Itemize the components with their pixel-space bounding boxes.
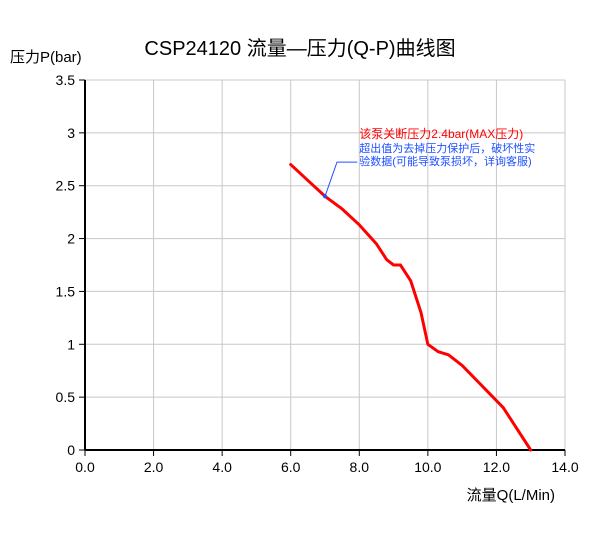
x-tick: 10.0 xyxy=(414,459,441,475)
x-tick: 2.0 xyxy=(144,459,164,475)
y-tick: 2.5 xyxy=(56,178,76,194)
y-tick: 1 xyxy=(67,336,75,352)
annotation-max-pressure: 该泵关断压力2.4bar(MAX压力) xyxy=(359,126,523,141)
x-tick: 0.0 xyxy=(75,459,95,475)
x-tick: 14.0 xyxy=(551,459,578,475)
annotation-note-line1: 超出值为去掉压力保护后，破坏性实 xyxy=(359,141,535,155)
y-tick: 3.5 xyxy=(56,72,76,88)
annotation-note-line2: 验数据(可能导致泵损坏，详询客服) xyxy=(359,154,531,168)
y-tick: 0 xyxy=(67,442,75,458)
y-axis-label: 压力P(bar) xyxy=(10,49,82,66)
x-tick: 4.0 xyxy=(212,459,232,475)
y-tick: 2 xyxy=(67,231,75,247)
qp-curve-chart: 0.0 2.0 4.0 6.0 8.0 10.0 12.0 14.0 0 0.5 1 1.5 2 2.5 3… xyxy=(0,0,600,538)
x-tick: 12.0 xyxy=(483,459,510,475)
chart-title: CSP24120 流量—压力(Q-P)曲线图 xyxy=(144,37,455,60)
x-tick: 8.0 xyxy=(350,459,370,475)
chart-svg: 0.0 2.0 4.0 6.0 8.0 10.0 12.0 14.0 0 0.5 1 1.5 2 2.5 3… xyxy=(0,0,600,538)
y-tick: 1.5 xyxy=(56,283,76,299)
y-tick: 3 xyxy=(67,125,75,141)
x-axis-label: 流量Q(L/Min) xyxy=(467,487,555,504)
y-tick: 0.5 xyxy=(56,389,76,405)
x-tick: 6.0 xyxy=(281,459,301,475)
